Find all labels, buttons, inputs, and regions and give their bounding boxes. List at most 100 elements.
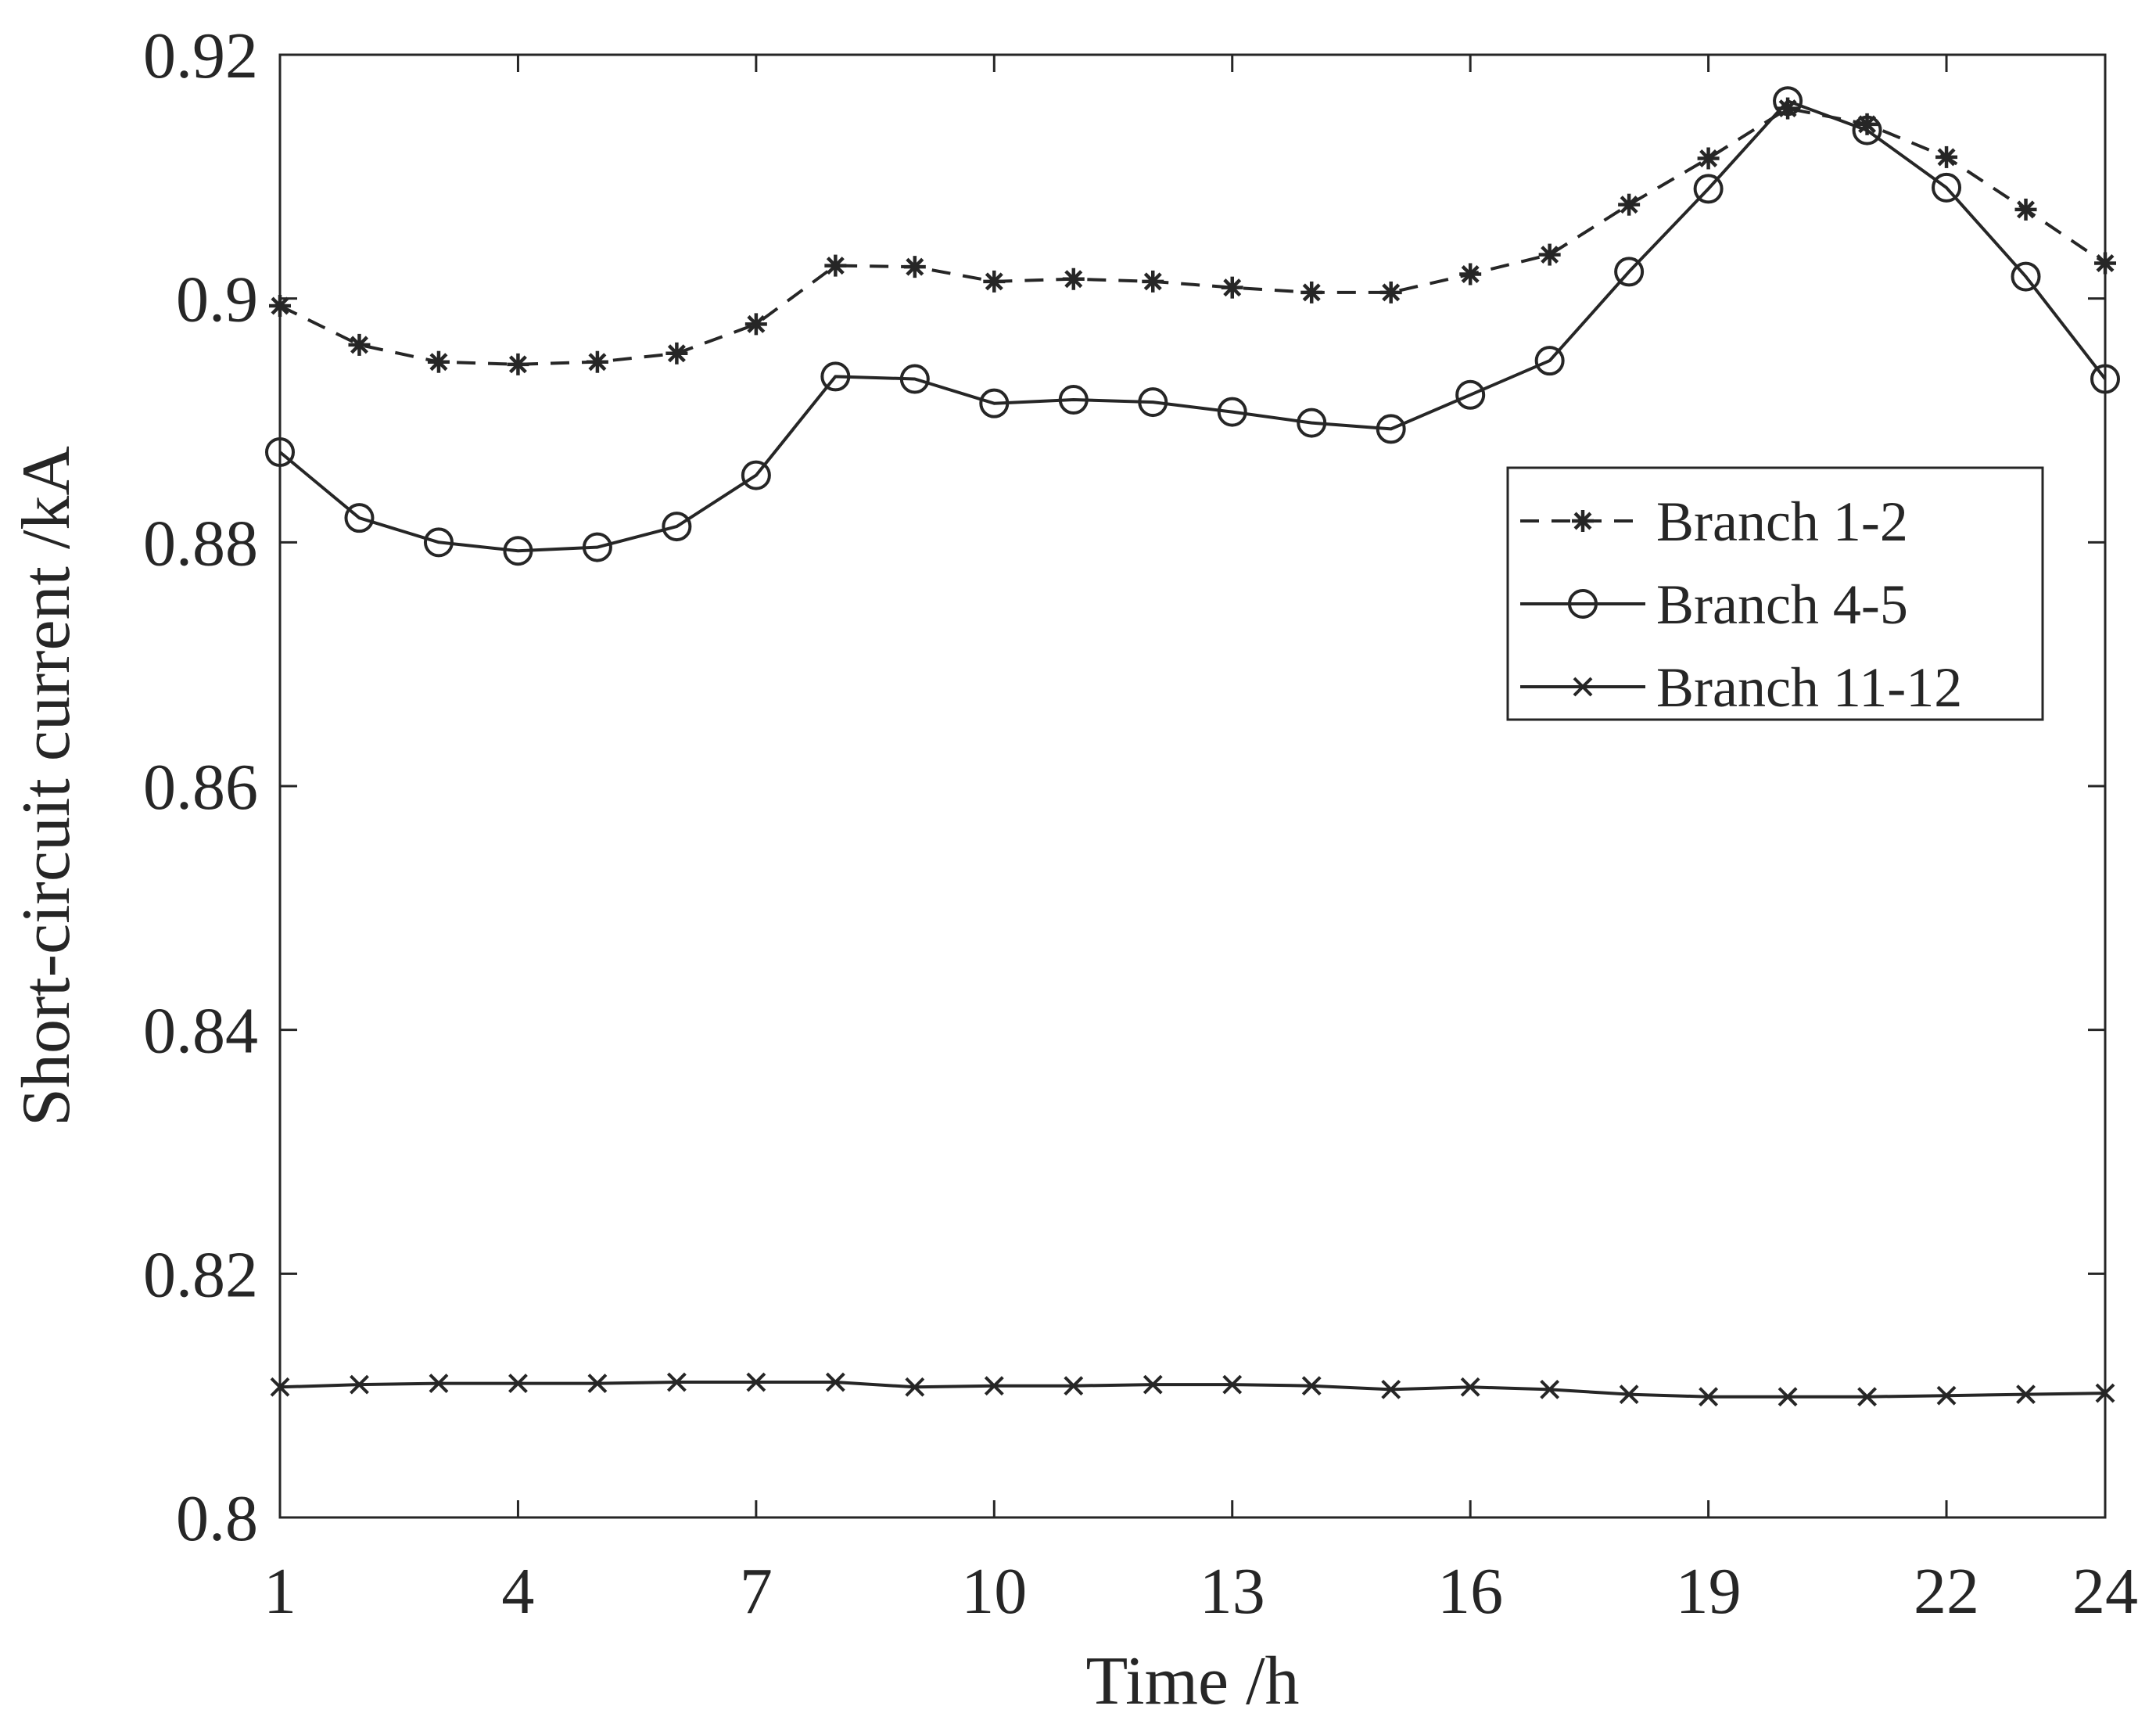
marker-stroke [905, 1377, 925, 1397]
data-point-branch-4-5 [1058, 385, 1089, 415]
marker-circle [1455, 379, 1486, 410]
data-point-branch-11-12 [746, 1372, 766, 1392]
marker-circle [1614, 257, 1645, 287]
legend-marker [1573, 677, 1593, 697]
data-point-branch-1-2 [348, 333, 371, 356]
x-tick-label: 19 [1676, 1555, 1742, 1628]
marker-circle [1534, 346, 1565, 376]
marker-stroke [1301, 1376, 1322, 1396]
marker-circle [1568, 589, 1598, 619]
y-tick-label: 0.84 [143, 995, 258, 1068]
marker-circle [820, 361, 851, 392]
marker-stroke [1382, 283, 1401, 302]
marker-stroke [1619, 1384, 1639, 1405]
data-point-branch-1-2 [427, 350, 450, 373]
data-point-branch-11-12 [1540, 1379, 1560, 1399]
marker-stroke [588, 353, 607, 372]
data-point-branch-4-5 [1297, 408, 1327, 438]
legend-marker [1572, 510, 1594, 532]
marker-circle [662, 512, 692, 542]
data-point-branch-11-12 [1301, 1376, 1322, 1396]
data-point-branch-1-2 [1697, 147, 1720, 170]
data-point-branch-11-12 [508, 1374, 528, 1393]
data-point-branch-1-2 [1935, 145, 1958, 168]
data-point-branch-4-5 [741, 460, 771, 490]
marker-stroke [1064, 1376, 1084, 1396]
legend-item-branch-11-12: Branch 11-12 [1520, 656, 1962, 719]
data-point-branch-11-12 [1619, 1384, 1639, 1405]
marker-stroke [1064, 270, 1083, 289]
axes: 1 4 7 10 13 16 19 22 24 0.8 0.82 0.84 0.86 0.88 0.9 0.9… [9, 20, 2138, 1719]
legend-label: Branch 11-12 [1656, 656, 1962, 719]
marker-stroke [747, 314, 766, 333]
data-point-branch-11-12 [587, 1374, 608, 1393]
data-point-branch-4-5 [582, 532, 612, 562]
data-point-branch-4-5 [979, 388, 1010, 418]
data-point-branch-1-2 [1142, 270, 1164, 293]
marker-circle [344, 503, 375, 533]
legend-label: Branch 4-5 [1656, 573, 1908, 636]
marker-stroke [1540, 1379, 1560, 1399]
x-tick-label: 1 [264, 1555, 296, 1628]
data-point-branch-4-5 [1534, 346, 1565, 376]
data-point-branch-1-2 [1300, 281, 1323, 303]
data-point-branch-1-2 [1618, 193, 1641, 216]
marker-circle [1058, 385, 1089, 415]
marker-stroke [1778, 1387, 1798, 1407]
marker-stroke [1573, 512, 1592, 530]
y-tick-label: 0.82 [143, 1238, 258, 1311]
data-point-branch-4-5 [1693, 174, 1724, 204]
data-point-branch-1-2 [1062, 268, 1085, 290]
data-point-branch-11-12 [1699, 1387, 1719, 1407]
marker-stroke [667, 344, 686, 363]
data-point-branch-1-2 [983, 270, 1006, 293]
data-point-branch-4-5 [820, 361, 851, 392]
data-point-branch-4-5 [1217, 397, 1247, 427]
marker-stroke [2017, 200, 2036, 219]
y-tick-label: 0.8 [176, 1482, 258, 1555]
data-point-branch-11-12 [1936, 1385, 1957, 1406]
data-point-branch-1-2 [2014, 198, 2037, 221]
marker-stroke [429, 353, 448, 372]
x-tick-label: 10 [961, 1555, 1027, 1628]
series-line-branch-1-2 [279, 106, 2107, 366]
marker-circle [979, 388, 1010, 418]
data-point-branch-11-12 [905, 1377, 925, 1397]
marker-circle [1773, 86, 1803, 117]
data-point-branch-4-5 [1614, 257, 1645, 287]
series-line-branch-11-12 [279, 1381, 2106, 1399]
data-point-branch-1-2 [1538, 243, 1561, 266]
x-tick-label: 7 [740, 1555, 773, 1628]
marker-circle [423, 527, 454, 558]
x-tick-label: 13 [1200, 1555, 1265, 1628]
marker-stroke [1541, 246, 1559, 264]
data-point-branch-1-2 [744, 313, 767, 336]
data-point-branch-11-12 [1064, 1376, 1084, 1396]
marker-stroke [1143, 1374, 1163, 1395]
marker-stroke [1573, 677, 1593, 697]
marker-circle [741, 460, 771, 490]
marker-circle [1932, 172, 1962, 203]
marker-stroke [985, 272, 1003, 291]
marker-circle [1693, 174, 1724, 204]
marker-stroke [508, 1374, 528, 1393]
marker-circle [503, 536, 533, 566]
marker-stroke [746, 1372, 766, 1392]
data-point-branch-4-5 [1376, 414, 1406, 444]
x-tick-label: 24 [2072, 1555, 2138, 1628]
plot-area [265, 86, 2120, 1407]
legend-box [1506, 466, 2044, 721]
y-tick-label: 0.92 [143, 20, 258, 92]
y-tick-label: 0.9 [176, 264, 258, 336]
marker-stroke [1699, 1387, 1719, 1407]
data-point-branch-4-5 [503, 536, 533, 566]
data-point-branch-11-12 [1460, 1377, 1480, 1397]
data-point-branch-4-5 [1455, 379, 1486, 410]
marker-circle [1297, 408, 1327, 438]
data-point-branch-4-5 [899, 364, 930, 394]
data-point-branch-1-2 [507, 353, 529, 375]
marker-stroke [1699, 149, 1718, 167]
data-point-branch-1-2 [824, 254, 847, 277]
